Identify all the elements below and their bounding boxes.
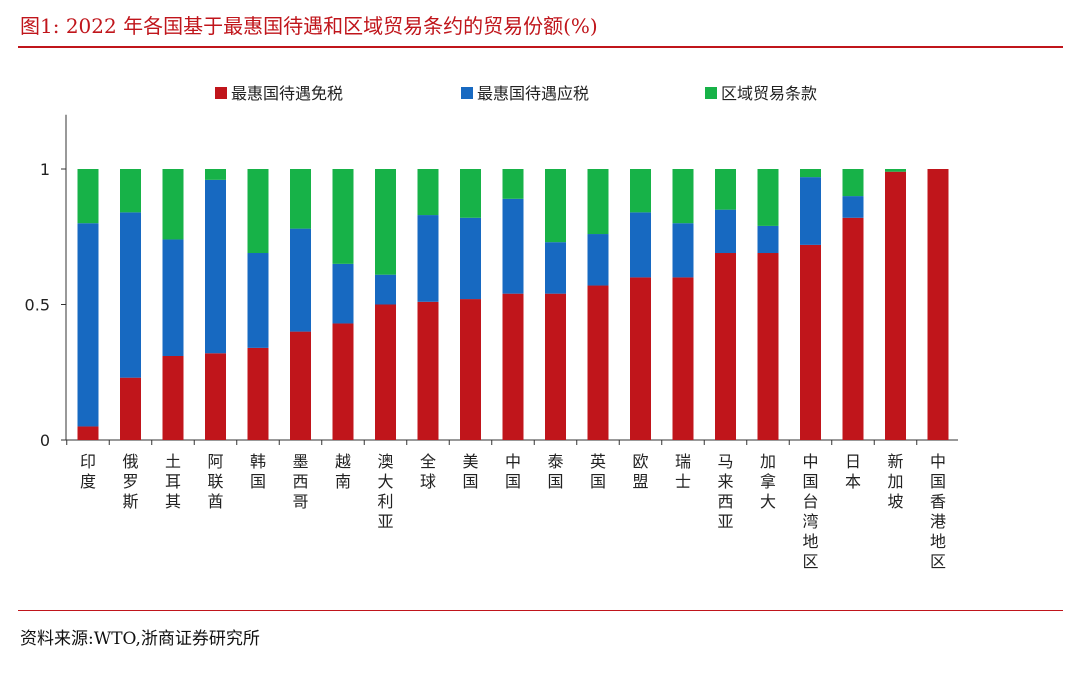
y-tick-label: 0 — [40, 431, 50, 450]
bar-segment-mfn-zero — [587, 285, 609, 440]
bar-segment-mfn-dutiable — [417, 215, 439, 302]
bar-segment-mfn-zero — [715, 253, 736, 440]
category-label: 墨西哥 — [292, 452, 308, 511]
bar-segment-mfn-dutiable — [375, 274, 396, 305]
category-label: 中国台湾地区 — [802, 452, 818, 571]
bar-segment-rta — [120, 169, 141, 213]
legend-label: 区域贸易条款 — [721, 84, 817, 103]
bar-segment-mfn-dutiable — [630, 212, 651, 278]
bar-segment-mfn-zero — [162, 355, 184, 440]
bar-segment-rta — [842, 169, 864, 197]
source-note: 资料来源:WTO,浙商证券研究所 — [20, 629, 260, 649]
category-label: 泰国 — [547, 452, 563, 491]
bar-segment-mfn-zero — [927, 169, 949, 440]
bar-segment-rta — [375, 169, 396, 275]
bar-segment-mfn-zero — [800, 244, 821, 440]
legend-swatch — [461, 87, 473, 99]
category-label: 英国 — [590, 452, 606, 491]
bar-segment-rta — [672, 169, 694, 224]
bar-segment-rta — [885, 169, 906, 172]
bar-segment-mfn-dutiable — [290, 228, 311, 332]
category-label: 土耳其 — [165, 452, 181, 511]
category-label: 中国 — [505, 452, 521, 491]
legend-swatch — [215, 87, 227, 99]
figure-title: 图1: 2022 年各国基于最惠国待遇和区域贸易条约的贸易份额(%) — [20, 14, 598, 38]
bar-segment-rta — [205, 169, 226, 180]
bar-segment-mfn-dutiable — [502, 198, 524, 294]
chart-bars — [77, 169, 949, 440]
bar-segment-mfn-dutiable — [842, 196, 864, 218]
bar-segment-mfn-dutiable — [77, 223, 99, 427]
bar-segment-mfn-zero — [417, 301, 439, 440]
bar-segment-mfn-dutiable — [205, 179, 226, 354]
category-label: 马来西亚 — [717, 452, 733, 531]
bar-segment-rta — [587, 169, 609, 235]
category-label: 印度 — [80, 452, 96, 491]
bar-segment-mfn-zero — [502, 293, 524, 440]
bar-segment-mfn-dutiable — [545, 242, 566, 294]
category-label: 新加坡 — [887, 452, 903, 511]
y-tick-label: 0.5 — [25, 296, 50, 315]
bar-segment-mfn-dutiable — [672, 223, 694, 278]
category-label: 全球 — [420, 452, 436, 491]
bar-segment-rta — [417, 169, 439, 216]
bar-segment-mfn-zero — [120, 377, 141, 440]
bar-segment-mfn-zero — [757, 253, 779, 440]
bar-segment-mfn-dutiable — [162, 239, 184, 356]
category-label: 中国香港地区 — [930, 452, 946, 571]
chart-legend: 最惠国待遇免税 最惠国待遇应税 区域贸易条款 — [215, 84, 817, 103]
bar-segment-mfn-zero — [842, 217, 864, 440]
category-label: 瑞士 — [675, 452, 691, 491]
category-label: 韩国 — [250, 452, 266, 491]
bar-segment-mfn-zero — [375, 304, 396, 440]
bar-segment-mfn-zero — [672, 277, 694, 440]
bar-segment-rta — [162, 169, 184, 240]
category-label: 日本 — [845, 452, 861, 491]
bar-segment-mfn-dutiable — [800, 177, 821, 245]
bar-segment-rta — [290, 169, 311, 229]
bar-segment-mfn-zero — [290, 331, 311, 440]
legend-swatch — [705, 87, 717, 99]
bar-segment-mfn-zero — [545, 293, 566, 440]
category-label: 俄罗斯 — [122, 452, 138, 511]
bar-segment-mfn-dutiable — [120, 212, 141, 378]
bar-segment-rta — [247, 169, 269, 254]
bar-segment-mfn-zero — [332, 323, 354, 440]
legend-label: 最惠国待遇应税 — [477, 84, 589, 103]
bar-segment-rta — [715, 169, 736, 210]
bar-segment-rta — [460, 169, 481, 218]
bar-segment-mfn-dutiable — [715, 209, 736, 254]
bar-segment-rta — [800, 169, 821, 178]
legend-label: 最惠国待遇免税 — [231, 84, 343, 103]
bar-segment-mfn-zero — [885, 171, 906, 440]
bar-segment-rta — [332, 169, 354, 264]
bar-segment-rta — [545, 169, 566, 243]
bar-segment-mfn-dutiable — [332, 263, 354, 324]
category-label: 欧盟 — [632, 452, 648, 491]
category-label: 阿联酋 — [207, 452, 223, 511]
bar-segment-rta — [77, 169, 99, 224]
bar-segment-mfn-zero — [77, 426, 99, 440]
bar-segment-mfn-zero — [460, 299, 481, 440]
bar-segment-rta — [757, 169, 779, 226]
bar-segment-mfn-zero — [247, 347, 269, 440]
bar-segment-mfn-dutiable — [757, 225, 779, 254]
y-tick-label: 1 — [40, 160, 50, 179]
category-label: 加拿大 — [760, 452, 776, 511]
bar-segment-rta — [502, 169, 524, 199]
bar-segment-mfn-dutiable — [587, 234, 609, 286]
bar-segment-mfn-zero — [630, 277, 651, 440]
category-label: 越南 — [335, 452, 351, 491]
category-label: 澳大利亚 — [377, 452, 393, 531]
footer-rule — [18, 610, 1063, 611]
bar-segment-mfn-dutiable — [247, 253, 269, 348]
bar-segment-mfn-dutiable — [460, 217, 481, 300]
title-rule — [18, 46, 1063, 48]
category-label: 美国 — [462, 452, 478, 491]
bar-segment-rta — [630, 169, 651, 213]
bar-segment-mfn-zero — [205, 353, 226, 440]
